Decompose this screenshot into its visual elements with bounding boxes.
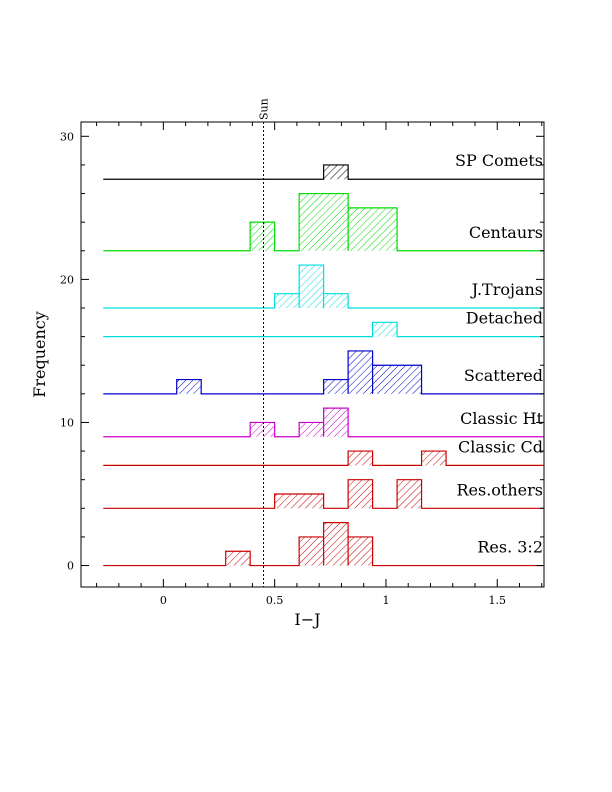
bar	[323, 379, 349, 394]
bar	[372, 322, 398, 337]
series-layer: SP Comets Centaurs J.Trojans Detached Scatte…	[103, 151, 544, 567]
series-label: Classic Ht	[460, 409, 543, 428]
series-outline	[103, 407, 544, 438]
series-centaurs: Centaurs	[103, 192, 544, 252]
x-tick-label: 0.5	[266, 594, 284, 607]
bar	[225, 551, 251, 566]
x-tick-label: 1.5	[489, 594, 507, 607]
series-outline	[103, 479, 544, 509]
y-tick-label: 30	[60, 130, 74, 143]
bar	[323, 522, 349, 566]
bar	[323, 164, 349, 180]
series-outline	[103, 450, 544, 466]
y-tick-label: 0	[67, 560, 74, 573]
series-label: SP Comets	[455, 151, 543, 170]
x-tick-label: 1	[382, 594, 389, 607]
bar	[348, 479, 373, 509]
bar	[323, 293, 349, 308]
series-res-3-2: Res. 3:2	[103, 522, 544, 567]
y-tick-label: 20	[60, 273, 74, 286]
series-res-others: Res.others	[103, 479, 544, 509]
bar	[299, 536, 324, 566]
series-label: Scattered	[464, 366, 543, 385]
series-label: Centaurs	[469, 223, 543, 242]
bar	[421, 451, 447, 466]
axes-layer: Sun 0 0.5 1 1.5 0 10 20 30 I−J Frequency	[30, 98, 545, 629]
series-outline	[103, 350, 544, 395]
series-label: Res.others	[456, 480, 543, 499]
bar	[299, 265, 324, 308]
bar	[299, 193, 349, 251]
x-axis-title: I−J	[294, 610, 320, 629]
series-outline	[103, 321, 544, 338]
series-outline	[103, 522, 544, 567]
bar	[250, 422, 275, 437]
series-outline	[103, 164, 544, 180]
series-outline	[103, 192, 544, 252]
bar	[348, 350, 373, 394]
series-label: Detached	[466, 309, 543, 328]
x-tick-label: 0	[160, 594, 167, 607]
bar	[348, 536, 373, 566]
series-detached: Detached	[103, 309, 544, 338]
bar	[348, 451, 373, 466]
y-axis-title: Frequency	[30, 311, 49, 398]
series-sp-comets: SP Comets	[103, 151, 544, 180]
series-scattered: Scattered	[103, 350, 544, 395]
bar	[250, 222, 275, 251]
series-label: Classic Cd	[458, 437, 543, 456]
bar	[323, 408, 349, 437]
bar	[372, 365, 422, 394]
sun-label: Sun	[258, 98, 271, 120]
plot-frame	[80, 121, 545, 588]
series-outline	[103, 264, 544, 309]
series-j-trojans: J.Trojans	[103, 264, 544, 309]
bar	[274, 494, 324, 509]
series-label: J.Trojans	[470, 280, 543, 299]
series-label: Res. 3:2	[477, 538, 543, 557]
y-tick-label: 10	[60, 416, 74, 429]
bar	[299, 422, 324, 437]
series-classic-ht: Classic Ht	[103, 407, 544, 438]
bar	[176, 379, 202, 394]
bar	[274, 293, 300, 308]
bar	[348, 207, 398, 251]
series-classic-cd: Classic Cd	[103, 437, 544, 466]
bar	[397, 479, 422, 509]
